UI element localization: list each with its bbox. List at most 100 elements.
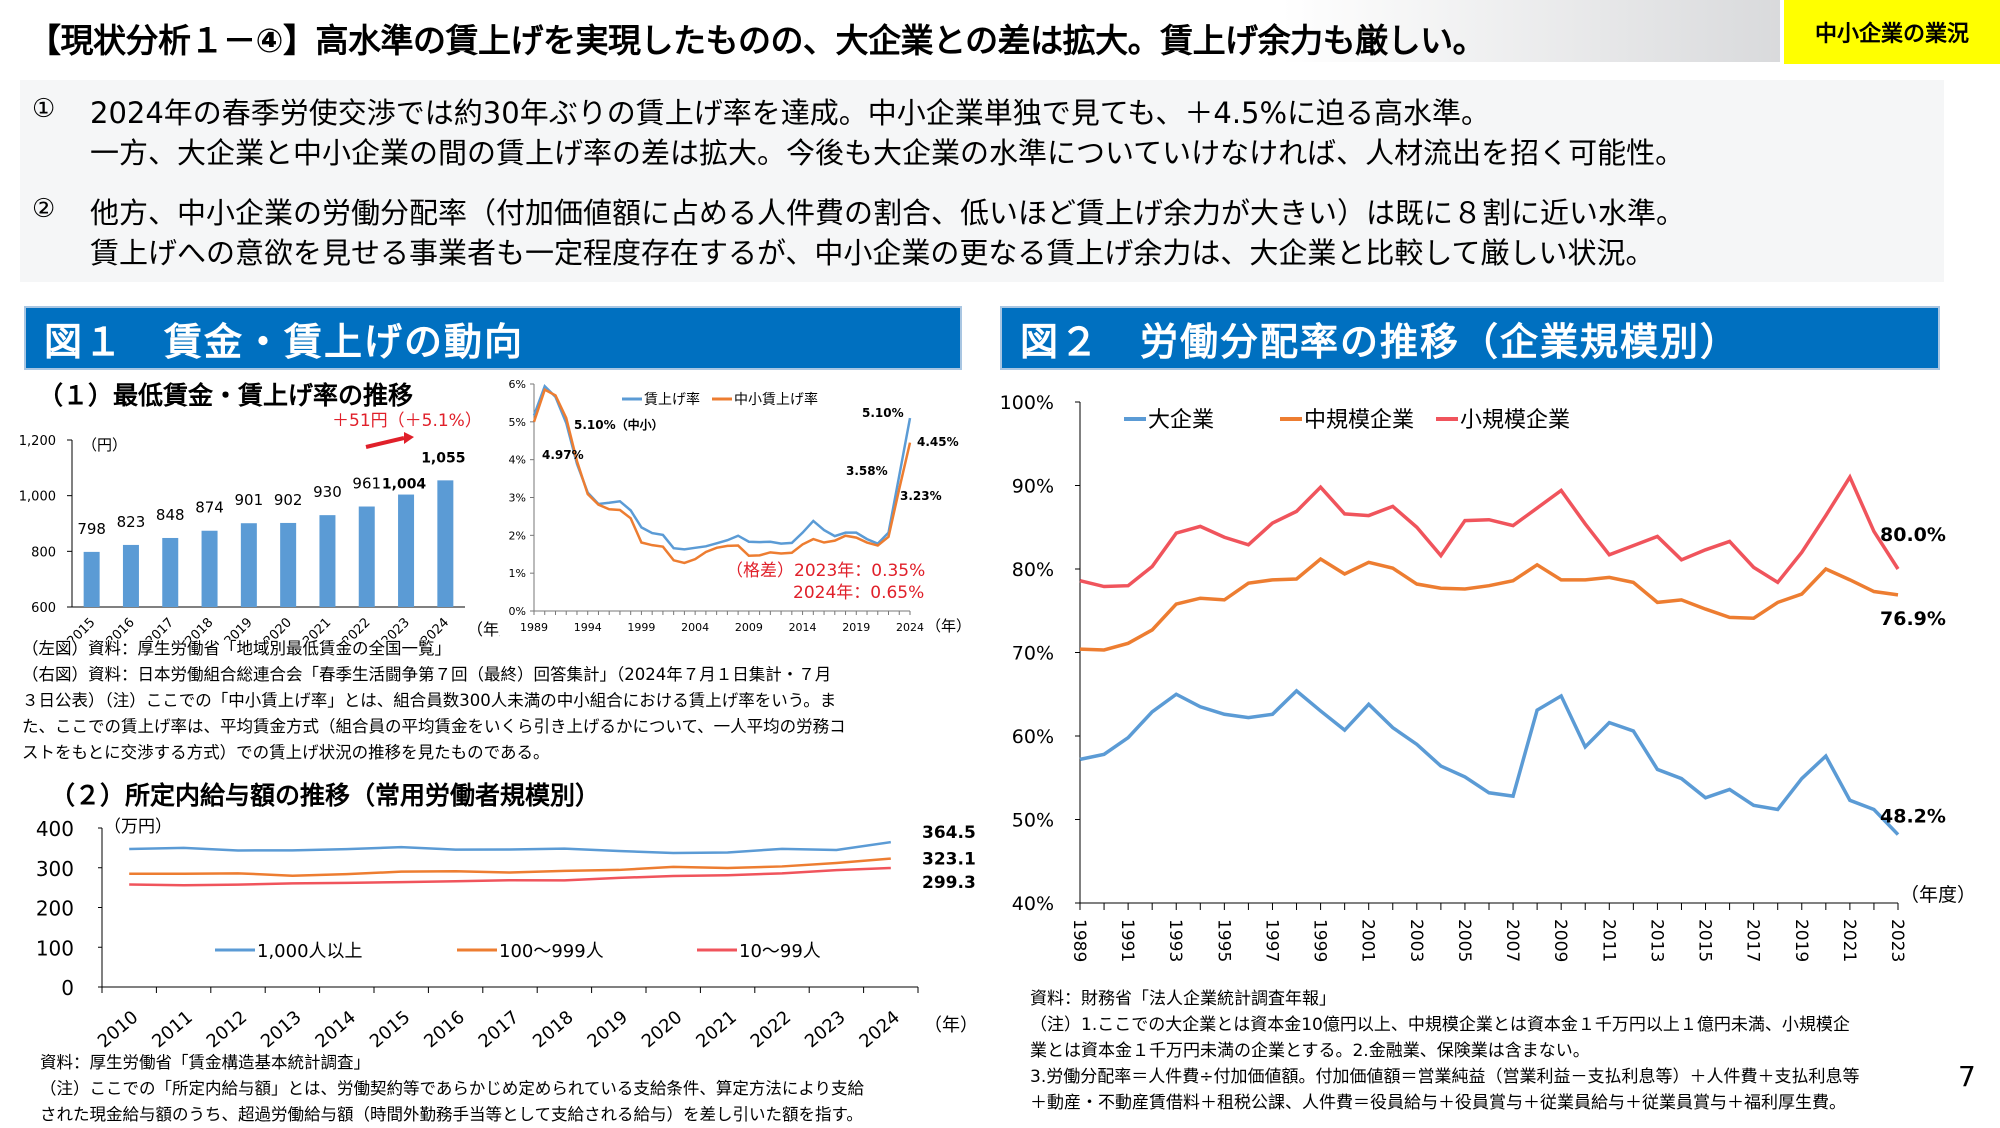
x-unit-label: （年度） xyxy=(1900,884,1976,906)
series-line xyxy=(129,857,891,877)
x-tick-label: 2016 xyxy=(420,1007,469,1053)
figure1-subtitle-1: （１）最低賃金・賃上げ率の推移 xyxy=(38,381,414,410)
x-tick-label: 2024 xyxy=(855,1007,904,1053)
figure1-subtitle-2: （２）所定内給与額の推移（常用労働者規模別） xyxy=(50,781,601,810)
x-unit-label: （年度） xyxy=(467,620,500,639)
note-line: ３日公表）（注）ここでの「中小賃上げ率」とは、組合員数300人未満の中小組合にお… xyxy=(22,691,837,710)
bar xyxy=(240,523,257,607)
note-line: ストをもとに交渉する方式）での賃上げ状況の推移を見たものである。 xyxy=(22,743,550,762)
series-line-sme xyxy=(532,387,912,565)
annotation-arrowhead xyxy=(404,432,414,444)
x-tick-label: 2023 xyxy=(801,1007,850,1053)
data-label: 798 xyxy=(77,520,106,538)
x-tick-label: 2023 xyxy=(1887,919,1907,962)
x-tick-label: 2004 xyxy=(681,621,709,634)
note-line: た、ここでの賃上げ率は、平均賃金方式（組合員の平均賃金をいくら引き上げるかについ… xyxy=(22,717,846,736)
x-tick-label: 2012 xyxy=(203,1007,252,1053)
bar xyxy=(162,537,179,607)
x-tick-label: 1997 xyxy=(1261,919,1281,962)
y-tick-label: 1% xyxy=(509,567,526,580)
series-line xyxy=(1079,473,1900,589)
end-label: 364.5 xyxy=(922,823,976,843)
end-label: 323.1 xyxy=(922,850,976,870)
y-tick-label: 100% xyxy=(1000,392,1054,414)
data-label: 901 xyxy=(235,491,264,509)
legend-label: 100～999人 xyxy=(499,941,604,962)
legend-label: 大企業 xyxy=(1148,408,1214,433)
bar xyxy=(319,515,336,607)
y-tick-label: 4% xyxy=(509,454,526,467)
note-line: （左図）資料：厚生労働省「地域別最低賃金の全国一覧」 xyxy=(22,639,451,658)
title-bar xyxy=(0,0,1780,62)
x-tick-label: 2003 xyxy=(1406,919,1426,962)
note-line: された現金給与額のうち、超過労働給与額（時間外勤務手当等として支給される給与）を… xyxy=(40,1105,863,1124)
note-line: 業とは資本金１千万円未満の企業とする。2.金融業、保険業は含まない。 xyxy=(1030,1041,1590,1061)
end-label: 80.0% xyxy=(1880,524,1946,546)
annotation: ＋51円（＋5.1%） xyxy=(332,411,482,431)
summary-marker-2: ② xyxy=(32,194,56,224)
y-tick-label: 800 xyxy=(31,545,56,560)
x-tick-label: 2017 xyxy=(475,1007,524,1053)
y-unit-label: （万円） xyxy=(104,817,172,837)
data-label: 5.10% xyxy=(862,406,904,420)
bar xyxy=(201,530,218,607)
x-tick-label: 2022 xyxy=(747,1007,796,1053)
bar xyxy=(398,494,415,607)
figure1-notes: （左図）資料：厚生労働省「地域別最低賃金の全国一覧」 （右図）資料：日本労働組合… xyxy=(22,636,846,766)
x-unit-label: （年） xyxy=(926,617,970,635)
y-tick-label: 6% xyxy=(509,378,526,391)
end-label: 76.9% xyxy=(1880,608,1946,630)
x-tick-label: 1999 xyxy=(627,621,655,634)
legend-label: 中規模企業 xyxy=(1304,408,1414,433)
x-tick-label: 2018 xyxy=(529,1007,578,1053)
x-tick-label: 2009 xyxy=(1550,919,1570,962)
x-tick-label: 1995 xyxy=(1213,919,1233,962)
x-tick-label: 2007 xyxy=(1502,919,1522,962)
x-tick-label: 1993 xyxy=(1165,919,1185,962)
figure1-header: 図１ 賃金・賃上げの動向 xyxy=(24,306,962,370)
y-tick-label: 200 xyxy=(36,897,74,921)
y-tick-label: 3% xyxy=(509,492,526,505)
data-label: 961 xyxy=(352,475,381,493)
figure2-header: 図２ 労働分配率の推移（企業規模別） xyxy=(1000,306,1940,370)
note-line: （注）1.ここでの大企業とは資本金10億円以上、中規模企業とは資本金１千万円以上… xyxy=(1030,1015,1850,1035)
labor-share-line-chart: 40% 50% 60% 70% 80% 90% 100% 1989 1991 1993 1995 19… xyxy=(1000,392,1976,962)
data-label: 3.58% xyxy=(846,464,888,478)
figure2-notes: 資料：財務省「法人企業統計調査年報」 （注）1.ここでの大企業とは資本金10億円… xyxy=(1030,986,1859,1116)
data-label: 848 xyxy=(156,506,185,524)
series-line xyxy=(1079,688,1900,836)
section-tag: 中小企業の業況 xyxy=(1784,0,2000,64)
y-tick-label: 600 xyxy=(31,601,56,616)
y-tick-label: 80% xyxy=(1012,559,1054,581)
x-tick-label: 2011 xyxy=(1598,919,1618,962)
x-tick-label: 2010 xyxy=(94,1007,143,1053)
y-tick-label: 1,200 xyxy=(19,434,56,449)
x-tick-label: 2011 xyxy=(148,1007,197,1053)
x-tick-label: 2014 xyxy=(789,621,817,634)
x-tick-label: 1994 xyxy=(574,621,602,634)
x-tick-label: 2005 xyxy=(1454,919,1474,962)
series-line xyxy=(129,840,891,855)
annotation-arrow xyxy=(365,436,405,449)
legend-label: 10～99人 xyxy=(739,941,821,962)
x-tick-label: 1989 xyxy=(520,621,548,634)
y-tick-label: 1,000 xyxy=(19,490,56,505)
x-tick-label: 2015 xyxy=(366,1007,415,1053)
x-tick-label: 2001 xyxy=(1358,919,1378,962)
bar xyxy=(280,522,297,607)
x-tick-label: 2013 xyxy=(1646,919,1666,962)
note-line: 資料：厚生労働省「賃金構造基本統計調査」 xyxy=(40,1053,370,1072)
wage-rate-line-chart: 0% 1% 2% 3% 4% 5% 6% 1989 1994 1999 2004 2009 2014 20… xyxy=(509,378,970,635)
end-label: 299.3 xyxy=(922,873,976,893)
bar xyxy=(83,551,100,607)
y-tick-label: 40% xyxy=(1012,893,1054,915)
note-line: 3.労働分配率＝人件費÷付加価値額。付加価値額＝営業純益（営業利益－支払利息等）… xyxy=(1030,1067,1860,1087)
data-label: 4.45% xyxy=(917,435,959,449)
series-line xyxy=(129,866,891,887)
data-label: 3.23% xyxy=(900,489,942,503)
y-tick-label: 60% xyxy=(1012,726,1054,748)
y-tick-label: 0% xyxy=(509,605,526,618)
end-label: 48.2% xyxy=(1880,806,1946,828)
data-label: 874 xyxy=(195,499,224,517)
